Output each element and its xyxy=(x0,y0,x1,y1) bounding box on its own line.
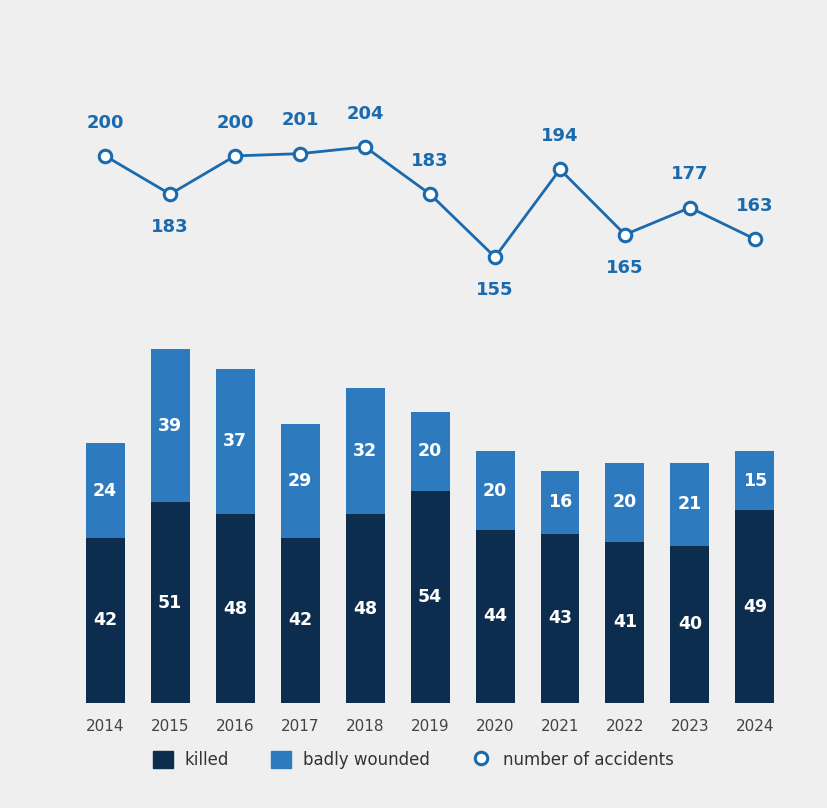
Text: 21: 21 xyxy=(678,495,702,513)
Bar xyxy=(671,463,710,545)
Bar xyxy=(605,541,644,703)
Text: 200: 200 xyxy=(217,114,254,132)
Text: 37: 37 xyxy=(223,432,247,450)
Text: 201: 201 xyxy=(281,112,319,129)
Text: 165: 165 xyxy=(606,259,643,277)
Text: 29: 29 xyxy=(288,472,313,490)
Bar xyxy=(671,545,710,703)
Bar xyxy=(476,451,514,530)
Text: 44: 44 xyxy=(483,608,507,625)
Bar xyxy=(151,349,189,503)
Bar xyxy=(151,503,189,703)
Text: 183: 183 xyxy=(151,218,189,237)
Bar xyxy=(476,530,514,703)
Bar xyxy=(86,444,125,538)
Text: 20: 20 xyxy=(418,442,442,461)
Text: 51: 51 xyxy=(158,594,182,612)
Text: 177: 177 xyxy=(672,166,709,183)
Bar xyxy=(280,538,319,703)
Text: 183: 183 xyxy=(411,152,449,170)
Legend: killed, badly wounded, number of accidents: killed, badly wounded, number of acciden… xyxy=(146,744,681,776)
Text: 41: 41 xyxy=(613,613,637,631)
Text: 42: 42 xyxy=(288,612,312,629)
Bar xyxy=(410,412,450,490)
Bar xyxy=(216,514,255,703)
Text: 163: 163 xyxy=(736,197,774,215)
Bar xyxy=(605,463,644,541)
Text: 54: 54 xyxy=(418,587,442,606)
Bar xyxy=(346,389,385,514)
Text: 200: 200 xyxy=(86,114,124,132)
Bar xyxy=(346,514,385,703)
Text: 42: 42 xyxy=(93,612,117,629)
Text: 43: 43 xyxy=(548,609,572,627)
Text: 48: 48 xyxy=(353,600,377,617)
Text: 155: 155 xyxy=(476,281,514,299)
Text: 20: 20 xyxy=(483,482,507,499)
Bar xyxy=(86,538,125,703)
Text: 204: 204 xyxy=(347,105,384,123)
Bar xyxy=(216,368,255,514)
Text: 32: 32 xyxy=(353,442,377,461)
Text: 15: 15 xyxy=(743,472,767,490)
Text: 20: 20 xyxy=(613,494,637,511)
Bar xyxy=(541,471,580,534)
Text: 24: 24 xyxy=(93,482,117,499)
Text: 49: 49 xyxy=(743,598,767,616)
Bar xyxy=(280,423,319,538)
Bar xyxy=(410,490,450,703)
Text: 48: 48 xyxy=(223,600,247,617)
Bar xyxy=(735,510,774,703)
Text: 16: 16 xyxy=(547,494,572,511)
Text: 194: 194 xyxy=(541,127,579,145)
Text: 39: 39 xyxy=(158,417,182,435)
Bar xyxy=(735,451,774,510)
Bar xyxy=(541,534,580,703)
Text: 40: 40 xyxy=(678,616,702,633)
